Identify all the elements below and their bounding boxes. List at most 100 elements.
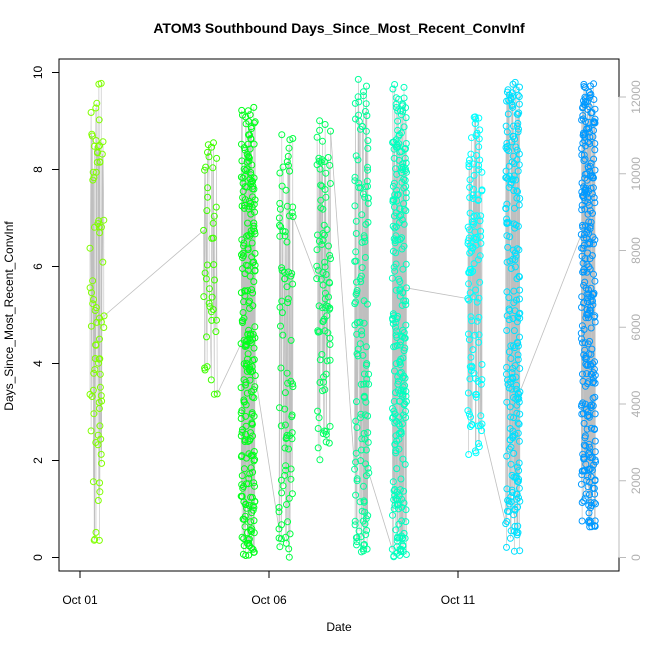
data-point [248, 420, 256, 428]
data-point [211, 276, 218, 284]
data-point [514, 522, 522, 530]
data-point [392, 104, 400, 111]
data-point [281, 389, 289, 397]
data-point [467, 265, 474, 273]
data-point [515, 150, 523, 158]
data-point [505, 147, 512, 155]
data-point [514, 529, 522, 537]
data-point [96, 335, 103, 343]
data-point [317, 196, 325, 204]
data-point [585, 202, 593, 209]
data-point [394, 117, 402, 125]
data-point [515, 310, 523, 318]
data-point [402, 260, 410, 268]
data-point [514, 389, 522, 397]
data-point [514, 188, 521, 196]
data-point [398, 216, 406, 224]
data-point [591, 115, 599, 123]
data-point [510, 327, 518, 335]
data-point [514, 342, 522, 350]
data-point [474, 422, 482, 430]
grey-connecting-line [216, 343, 242, 395]
data-point [251, 482, 258, 490]
data-point [92, 168, 100, 176]
data-point [402, 207, 410, 215]
data-point [246, 272, 254, 280]
data-point [579, 244, 587, 252]
data-point [400, 123, 408, 131]
grey-connecting-line [254, 375, 280, 530]
data-point [591, 517, 599, 525]
data-point [249, 289, 257, 297]
data-point [580, 234, 588, 242]
y-tick-label: 6 [31, 263, 45, 270]
data-point [464, 389, 472, 397]
data-point [282, 462, 290, 470]
data-point [99, 258, 107, 266]
data-point [510, 172, 518, 180]
data-point [240, 465, 248, 473]
data-point [363, 112, 371, 120]
data-point [363, 177, 371, 185]
data-point [316, 379, 324, 386]
data-point [477, 412, 485, 420]
data-point [326, 304, 334, 312]
data-point [238, 157, 246, 165]
data-point [591, 105, 599, 113]
data-point [581, 84, 589, 92]
data-point [399, 542, 407, 550]
data-point [94, 148, 102, 156]
data-point [355, 179, 363, 187]
data-point [515, 395, 523, 403]
data-point [251, 227, 258, 235]
data-point [507, 265, 515, 272]
data-point [581, 346, 589, 354]
data-point [251, 372, 259, 379]
data-point [249, 302, 257, 310]
data-point [466, 176, 474, 184]
data-point [244, 262, 252, 270]
data-point [94, 497, 102, 504]
data-point [503, 518, 511, 525]
data-point [250, 344, 258, 352]
data-point [508, 385, 516, 393]
data-point [477, 227, 485, 235]
data-point [578, 322, 586, 330]
data-point [316, 456, 324, 464]
data-point [240, 165, 248, 173]
data-point [285, 494, 293, 502]
data-point [251, 323, 259, 331]
data-point [515, 475, 523, 483]
data-point [592, 458, 600, 466]
data-point [289, 135, 297, 142]
data-point [516, 410, 524, 418]
data-point [353, 534, 361, 541]
data-point [402, 551, 410, 558]
x-tick-label: Oct 06 [251, 593, 287, 607]
data-point [513, 463, 521, 471]
data-point [591, 410, 599, 418]
data-point [283, 431, 291, 439]
data-point [364, 512, 372, 520]
data-point [356, 318, 364, 326]
data-point [467, 413, 474, 421]
data-point [464, 407, 472, 415]
data-point [510, 187, 518, 194]
data-point [209, 234, 217, 242]
data-point [507, 493, 515, 501]
data-point [283, 202, 291, 210]
data-point [91, 366, 99, 373]
data-point [285, 445, 293, 453]
data-point [365, 370, 373, 378]
data-point [238, 407, 246, 415]
data-point [465, 451, 473, 458]
data-point [284, 518, 292, 526]
data-point [516, 273, 523, 281]
data-point [92, 341, 100, 349]
data-point [402, 414, 410, 421]
data-point [514, 419, 522, 427]
grey-connecting-line [292, 216, 318, 279]
data-point [400, 94, 408, 102]
data-point [515, 246, 523, 254]
data-point [581, 432, 589, 440]
